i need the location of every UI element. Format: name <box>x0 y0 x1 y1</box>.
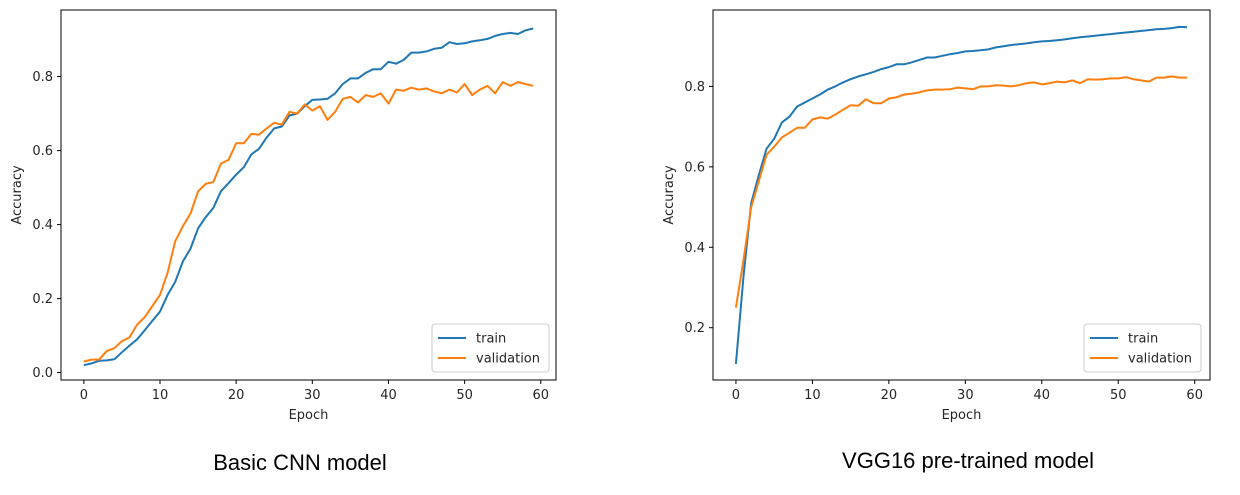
legend-box <box>1083 323 1202 373</box>
x-tick-label: 0 <box>80 388 88 403</box>
legend: train validation <box>1083 323 1202 373</box>
validation-series-line <box>83 81 534 363</box>
x-axis-label: Epoch <box>942 408 982 423</box>
plot-frame <box>60 9 557 381</box>
legend-box <box>431 323 550 373</box>
legend: train validation <box>431 323 550 373</box>
legend-validation-label: validation <box>1128 352 1192 367</box>
legend-train-label: train <box>1128 332 1158 347</box>
plot-frame <box>712 9 1211 381</box>
x-tick-label: 0 <box>732 388 740 403</box>
x-tick-label: 30 <box>957 388 974 403</box>
y-tick-label: 0.8 <box>32 70 53 85</box>
x-tick-label: 40 <box>1034 388 1051 403</box>
x-tick-label: 10 <box>152 388 169 403</box>
train-series-line <box>83 27 534 367</box>
legend-validation-label: validation <box>476 352 540 367</box>
y-tick-label: 0.2 <box>32 292 53 307</box>
y-tick-label: 0.0 <box>32 366 53 381</box>
y-axis-label: Accuracy <box>10 165 25 225</box>
y-tick-label: 0.4 <box>684 241 705 256</box>
x-tick-label: 10 <box>804 388 821 403</box>
chart-basic-cnn: 0 10 20 30 40 50 60 0.0 0.2 0.4 0.6 0.8 Epoch Accur… <box>10 9 557 475</box>
x-tick-label: 20 <box>881 388 898 403</box>
x-tick-label: 50 <box>456 388 473 403</box>
y-axis-label: Accuracy <box>662 165 677 225</box>
legend-train-label: train <box>476 332 506 347</box>
train-series-line <box>734 25 1188 364</box>
y-tick-label: 0.2 <box>684 321 705 336</box>
x-tick-label: 40 <box>380 388 397 403</box>
validation-series-line <box>734 75 1188 308</box>
chart-vgg16: 0 10 20 30 40 50 60 0.2 0.4 0.6 0.8 Epoch Accuracy… <box>662 9 1211 473</box>
y-tick-label: 0.6 <box>32 144 53 159</box>
x-tick-label: 50 <box>1110 388 1127 403</box>
y-tick-label: 0.4 <box>32 218 53 233</box>
y-tick-label: 0.8 <box>684 80 705 95</box>
x-tick-label: 30 <box>304 388 321 403</box>
x-tick-label: 60 <box>532 388 549 403</box>
x-axis-label: Epoch <box>289 408 329 423</box>
y-tick-label: 0.6 <box>684 160 705 175</box>
x-tick-label: 20 <box>228 388 245 403</box>
chart-caption: Basic CNN model <box>213 450 387 475</box>
chart-caption: VGG16 pre-trained model <box>842 448 1094 473</box>
x-tick-label: 60 <box>1186 388 1203 403</box>
